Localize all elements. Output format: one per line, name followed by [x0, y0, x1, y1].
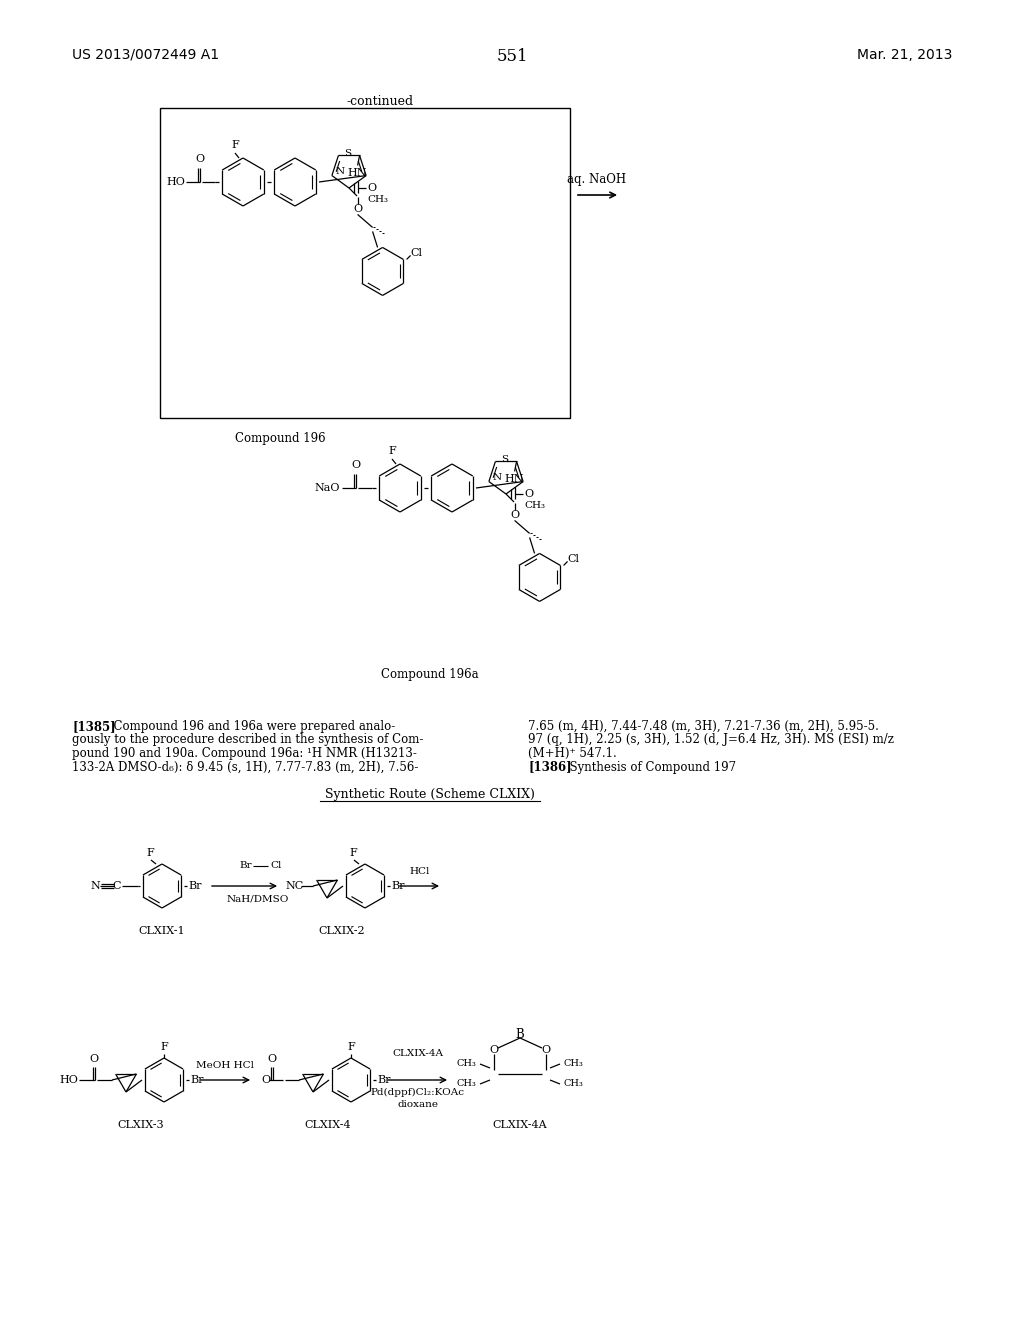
Text: O: O	[261, 1074, 270, 1085]
Text: HCl: HCl	[410, 867, 430, 876]
Text: S: S	[502, 455, 509, 463]
Text: B: B	[516, 1027, 524, 1040]
Text: F: F	[347, 1041, 355, 1052]
Text: CLXIX-4A: CLXIX-4A	[493, 1119, 547, 1130]
Text: Br: Br	[190, 1074, 204, 1085]
Text: HN: HN	[348, 169, 368, 178]
Text: C: C	[113, 880, 121, 891]
Text: pound 190 and 190a. Compound 196a: ¹H NMR (H13213-: pound 190 and 190a. Compound 196a: ¹H NM…	[72, 747, 417, 760]
Text: O: O	[510, 511, 519, 520]
Text: CLXIX-1: CLXIX-1	[138, 927, 185, 936]
Text: Br: Br	[240, 862, 252, 870]
Text: Cl: Cl	[411, 248, 423, 259]
Text: O: O	[89, 1053, 98, 1064]
Text: O: O	[351, 459, 360, 470]
Text: CLXIX-4: CLXIX-4	[305, 1119, 351, 1130]
Text: US 2013/0072449 A1: US 2013/0072449 A1	[72, 48, 219, 62]
Text: gously to the procedure described in the synthesis of Com-: gously to the procedure described in the…	[72, 734, 423, 747]
Text: dioxane: dioxane	[397, 1100, 438, 1109]
Text: F: F	[146, 847, 154, 858]
Text: aq. NaOH: aq. NaOH	[567, 173, 627, 186]
Text: Compound 196a: Compound 196a	[381, 668, 479, 681]
Text: CLXIX-2: CLXIX-2	[318, 927, 366, 936]
Text: -continued: -continued	[346, 95, 414, 108]
Text: N: N	[336, 168, 345, 176]
Text: 551: 551	[497, 48, 527, 65]
Text: NaH/DMSO: NaH/DMSO	[226, 894, 289, 903]
Text: O: O	[267, 1053, 276, 1064]
Text: (M+H)⁺ 547.1.: (M+H)⁺ 547.1.	[528, 747, 616, 760]
Text: F: F	[349, 847, 357, 858]
Text: N: N	[90, 880, 100, 891]
Text: CLXIX-3: CLXIX-3	[118, 1119, 164, 1130]
Text: HN: HN	[505, 474, 524, 484]
Text: [1385]: [1385]	[72, 719, 116, 733]
Text: 7.65 (m, 4H), 7.44-7.48 (m, 3H), 7.21-7.36 (m, 2H), 5.95-5.: 7.65 (m, 4H), 7.44-7.48 (m, 3H), 7.21-7.…	[528, 719, 879, 733]
Text: O: O	[353, 205, 362, 214]
Text: F: F	[231, 140, 239, 150]
Text: CH₃: CH₃	[564, 1060, 584, 1068]
Text: HO: HO	[166, 177, 185, 187]
Text: F: F	[160, 1041, 168, 1052]
Text: O: O	[524, 490, 534, 499]
Text: NC: NC	[285, 880, 303, 891]
Text: Synthesis of Compound 197: Synthesis of Compound 197	[562, 760, 736, 774]
Text: Compound 196: Compound 196	[234, 432, 326, 445]
Text: MeOH HCl: MeOH HCl	[197, 1061, 255, 1071]
Text: S: S	[344, 149, 351, 158]
Text: O: O	[542, 1045, 551, 1055]
Text: Pd(dppf)Cl₂:KOAc: Pd(dppf)Cl₂:KOAc	[371, 1088, 465, 1097]
Text: 133-2A DMSO-d₆): δ 9.45 (s, 1H), 7.77-7.83 (m, 2H), 7.56-: 133-2A DMSO-d₆): δ 9.45 (s, 1H), 7.77-7.…	[72, 760, 419, 774]
Text: O: O	[368, 183, 377, 194]
Text: Br: Br	[391, 880, 404, 891]
Text: 97 (q, 1H), 2.25 (s, 3H), 1.52 (d, J=6.4 Hz, 3H). MS (ESI) m/z: 97 (q, 1H), 2.25 (s, 3H), 1.52 (d, J=6.4…	[528, 734, 894, 747]
Text: Mar. 21, 2013: Mar. 21, 2013	[857, 48, 952, 62]
Text: CH₃: CH₃	[456, 1080, 476, 1089]
Text: Synthetic Route (Scheme CLXIX): Synthetic Route (Scheme CLXIX)	[325, 788, 535, 801]
Text: Br: Br	[377, 1074, 390, 1085]
Text: Cl: Cl	[270, 862, 282, 870]
Text: N: N	[493, 473, 502, 482]
Text: CH₃: CH₃	[564, 1080, 584, 1089]
Text: O: O	[489, 1045, 499, 1055]
Text: Cl: Cl	[567, 554, 580, 565]
Text: CH₃: CH₃	[456, 1060, 476, 1068]
Text: CH₃: CH₃	[367, 194, 388, 203]
Text: [1386]: [1386]	[528, 760, 571, 774]
Text: CLXIX-4A: CLXIX-4A	[392, 1049, 443, 1059]
Bar	[160, 108, 570, 418]
Text: CH₃: CH₃	[524, 500, 545, 510]
Text: O: O	[196, 154, 205, 164]
Text: Compound 196 and 196a were prepared analo-: Compound 196 and 196a were prepared anal…	[106, 719, 395, 733]
Text: F: F	[388, 446, 396, 455]
Text: HO: HO	[59, 1074, 78, 1085]
Text: NaO: NaO	[314, 483, 340, 492]
Text: Br: Br	[188, 880, 202, 891]
